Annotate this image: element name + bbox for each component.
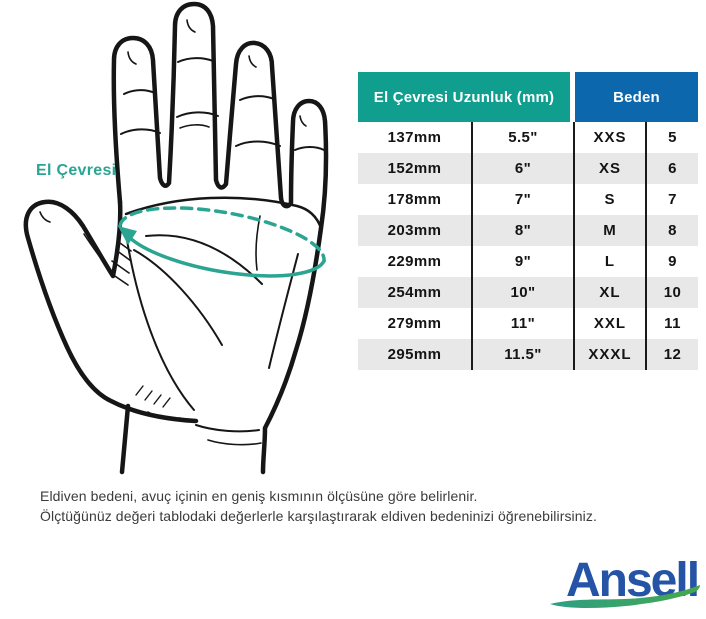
ansell-logo: Ansell — [548, 552, 704, 616]
cell-size: XXS — [575, 122, 647, 153]
hand-circumference-label: El Çevresi — [36, 162, 117, 179]
table-row: 152mm 6" XS 6 — [358, 153, 698, 184]
measurement-arrow-icon — [118, 226, 137, 245]
cell-mm: 137mm — [358, 122, 473, 153]
cell-size: XXL — [575, 308, 647, 339]
measurement-ellipse — [118, 206, 326, 278]
column-header-size: Beden — [575, 72, 698, 122]
cell-num: 10 — [663, 284, 682, 301]
cell-num: 7 — [668, 191, 677, 208]
cell-inch: 9" — [473, 246, 575, 277]
cell-size: XXXL — [575, 339, 647, 370]
cell-size: S — [575, 184, 647, 215]
cell-num: 8 — [668, 222, 677, 239]
cell-inch: 8" — [473, 215, 575, 246]
hand-drawing-svg — [23, 1, 329, 475]
cell-inch: 5.5" — [473, 122, 575, 153]
table-row: 254mm 10" XL 10 — [358, 277, 698, 308]
ansell-logo-text: Ansell — [566, 554, 698, 607]
table-body: 137mm 5.5" XXS 5 152mm 6" XS 6 178mm 7" … — [358, 122, 698, 370]
cell-mm: 203mm — [358, 215, 473, 246]
size-table: El Çevresi Uzunluk (mm) Beden 137mm 5.5"… — [358, 72, 698, 370]
cell-num: 9 — [668, 253, 677, 270]
cell-num: 6 — [668, 160, 677, 177]
cell-inch: 11" — [473, 308, 575, 339]
table-row: 137mm 5.5" XXS 5 — [358, 122, 698, 153]
palm-creases — [39, 19, 325, 446]
cell-num: 5 — [668, 129, 677, 146]
cell-mm: 279mm — [358, 308, 473, 339]
table-row: 229mm 9" L 9 — [358, 246, 698, 277]
hand-illustration: El Çevresi — [0, 0, 350, 480]
cell-size: XS — [575, 153, 647, 184]
cell-mm: 229mm — [358, 246, 473, 277]
cell-mm: 152mm — [358, 153, 473, 184]
table-row: 279mm 11" XXL 11 — [358, 308, 698, 339]
table-row: 178mm 7" S 7 — [358, 184, 698, 215]
footer-line-2: Ölçtüğünüz değeri tablodaki değerlerle k… — [40, 508, 597, 524]
hand-outline — [23, 1, 329, 475]
cell-inch: 11.5" — [473, 339, 575, 370]
table-row: 203mm 8" M 8 — [358, 215, 698, 246]
footer-note: Eldiven bedeni, avuç içinin en geniş kıs… — [40, 486, 597, 526]
ansell-logo-svg: Ansell — [550, 554, 700, 609]
cell-num: 11 — [664, 315, 681, 332]
cell-size: M — [575, 215, 647, 246]
cell-mm: 295mm — [358, 339, 473, 370]
cell-num: 12 — [663, 346, 682, 363]
footer-line-1: Eldiven bedeni, avuç içinin en geniş kıs… — [40, 488, 478, 504]
cell-size: L — [575, 246, 647, 277]
cell-inch: 6" — [473, 153, 575, 184]
cell-inch: 7" — [473, 184, 575, 215]
cell-mm: 254mm — [358, 277, 473, 308]
cell-mm: 178mm — [358, 184, 473, 215]
ansell-logo-swoosh-icon — [550, 585, 700, 609]
table-header-row: El Çevresi Uzunluk (mm) Beden — [358, 72, 698, 122]
column-header-circumference: El Çevresi Uzunluk (mm) — [358, 72, 570, 122]
table-row: 295mm 11.5" XXXL 12 — [358, 339, 698, 370]
cell-size: XL — [575, 277, 647, 308]
cell-inch: 10" — [473, 277, 575, 308]
